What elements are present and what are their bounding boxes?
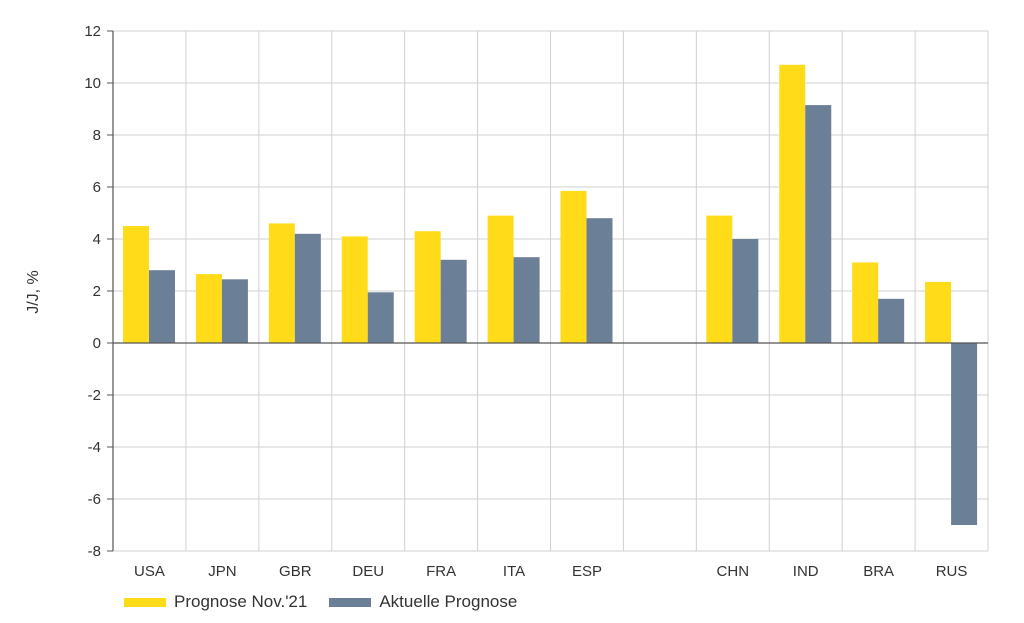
- bar-prognose-nov21: [925, 281, 952, 343]
- bar-prognose-nov21: [195, 274, 222, 343]
- bar-aktuelle-prognose: [440, 259, 467, 343]
- y-tick-label: -6: [88, 491, 101, 508]
- y-tick-label: -2: [88, 387, 101, 404]
- y-tick-label: 6: [93, 179, 101, 196]
- bar-prognose-nov21: [268, 223, 295, 343]
- bar-aktuelle-prognose: [732, 239, 759, 343]
- x-category-label: JPN: [208, 563, 236, 580]
- bar-aktuelle-prognose: [805, 105, 832, 343]
- bar-aktuelle-prognose: [367, 292, 394, 343]
- y-tick-label: -8: [88, 543, 101, 560]
- legend-swatch-aktuelle-prognose: [329, 597, 372, 607]
- x-category-label: USA: [134, 563, 165, 580]
- x-category-label: RUS: [936, 563, 968, 580]
- bar-prognose-nov21: [560, 190, 587, 343]
- bar-aktuelle-prognose: [294, 233, 321, 343]
- bar-aktuelle-prognose: [149, 270, 175, 343]
- grid-lines: [113, 30, 989, 552]
- x-category-labels: USA JPN GBR DEU FRA ITA ESP CHN IND BRA RUS: [134, 563, 967, 580]
- bar-prognose-nov21: [706, 215, 733, 343]
- y-axis-label: J/J, %: [25, 270, 42, 314]
- bar-prognose-nov21: [852, 262, 879, 343]
- y-tick-label: 12: [84, 23, 101, 40]
- x-category-label: DEU: [352, 563, 384, 580]
- bar-prognose-nov21: [123, 226, 149, 343]
- bars: [123, 64, 978, 525]
- y-tick-label: -4: [88, 439, 101, 456]
- legend-label-prognose-nov21: Prognose Nov.'21: [174, 592, 308, 611]
- bar-prognose-nov21: [779, 64, 806, 344]
- legend-swatch-prognose-nov21: [124, 597, 166, 607]
- y-tick-label: 10: [84, 75, 101, 92]
- bar-prognose-nov21: [341, 236, 368, 343]
- bar-aktuelle-prognose: [586, 218, 613, 343]
- legend: Prognose Nov.'21 Aktuelle Prognose: [124, 592, 539, 612]
- axes: [107, 30, 988, 552]
- y-tick-label: 4: [93, 231, 101, 248]
- x-category-label: ITA: [503, 563, 525, 580]
- bar-aktuelle-prognose: [951, 343, 978, 525]
- bar-prognose-nov21: [414, 231, 441, 343]
- bar-aktuelle-prognose: [221, 279, 248, 343]
- bar-aktuelle-prognose: [878, 298, 905, 343]
- bar-aktuelle-prognose: [513, 257, 540, 343]
- x-category-label: ESP: [572, 563, 602, 580]
- legend-label-aktuelle-prognose: Aktuelle Prognose: [379, 592, 518, 611]
- x-category-label: IND: [793, 563, 819, 580]
- y-tick-label: 2: [93, 283, 101, 300]
- x-category-label: GBR: [279, 563, 312, 580]
- y-tick-label: 8: [93, 127, 101, 144]
- bar-prognose-nov21: [487, 215, 514, 343]
- x-category-label: CHN: [717, 563, 750, 580]
- legend-item-prognose-nov21: Prognose Nov.'21: [124, 592, 307, 612]
- legend-item-aktuelle-prognose: Aktuelle Prognose: [329, 592, 517, 612]
- y-tick-labels: 12 10 8 6 4 2 0 -2 -4 -6 -8: [84, 23, 101, 560]
- y-tick-label: 0: [93, 335, 101, 352]
- x-category-label: BRA: [863, 563, 894, 580]
- x-category-label: FRA: [426, 563, 456, 580]
